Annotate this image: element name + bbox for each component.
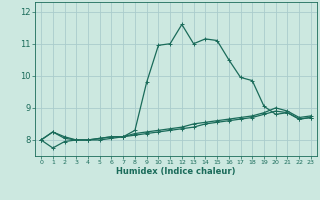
X-axis label: Humidex (Indice chaleur): Humidex (Indice chaleur) xyxy=(116,167,236,176)
